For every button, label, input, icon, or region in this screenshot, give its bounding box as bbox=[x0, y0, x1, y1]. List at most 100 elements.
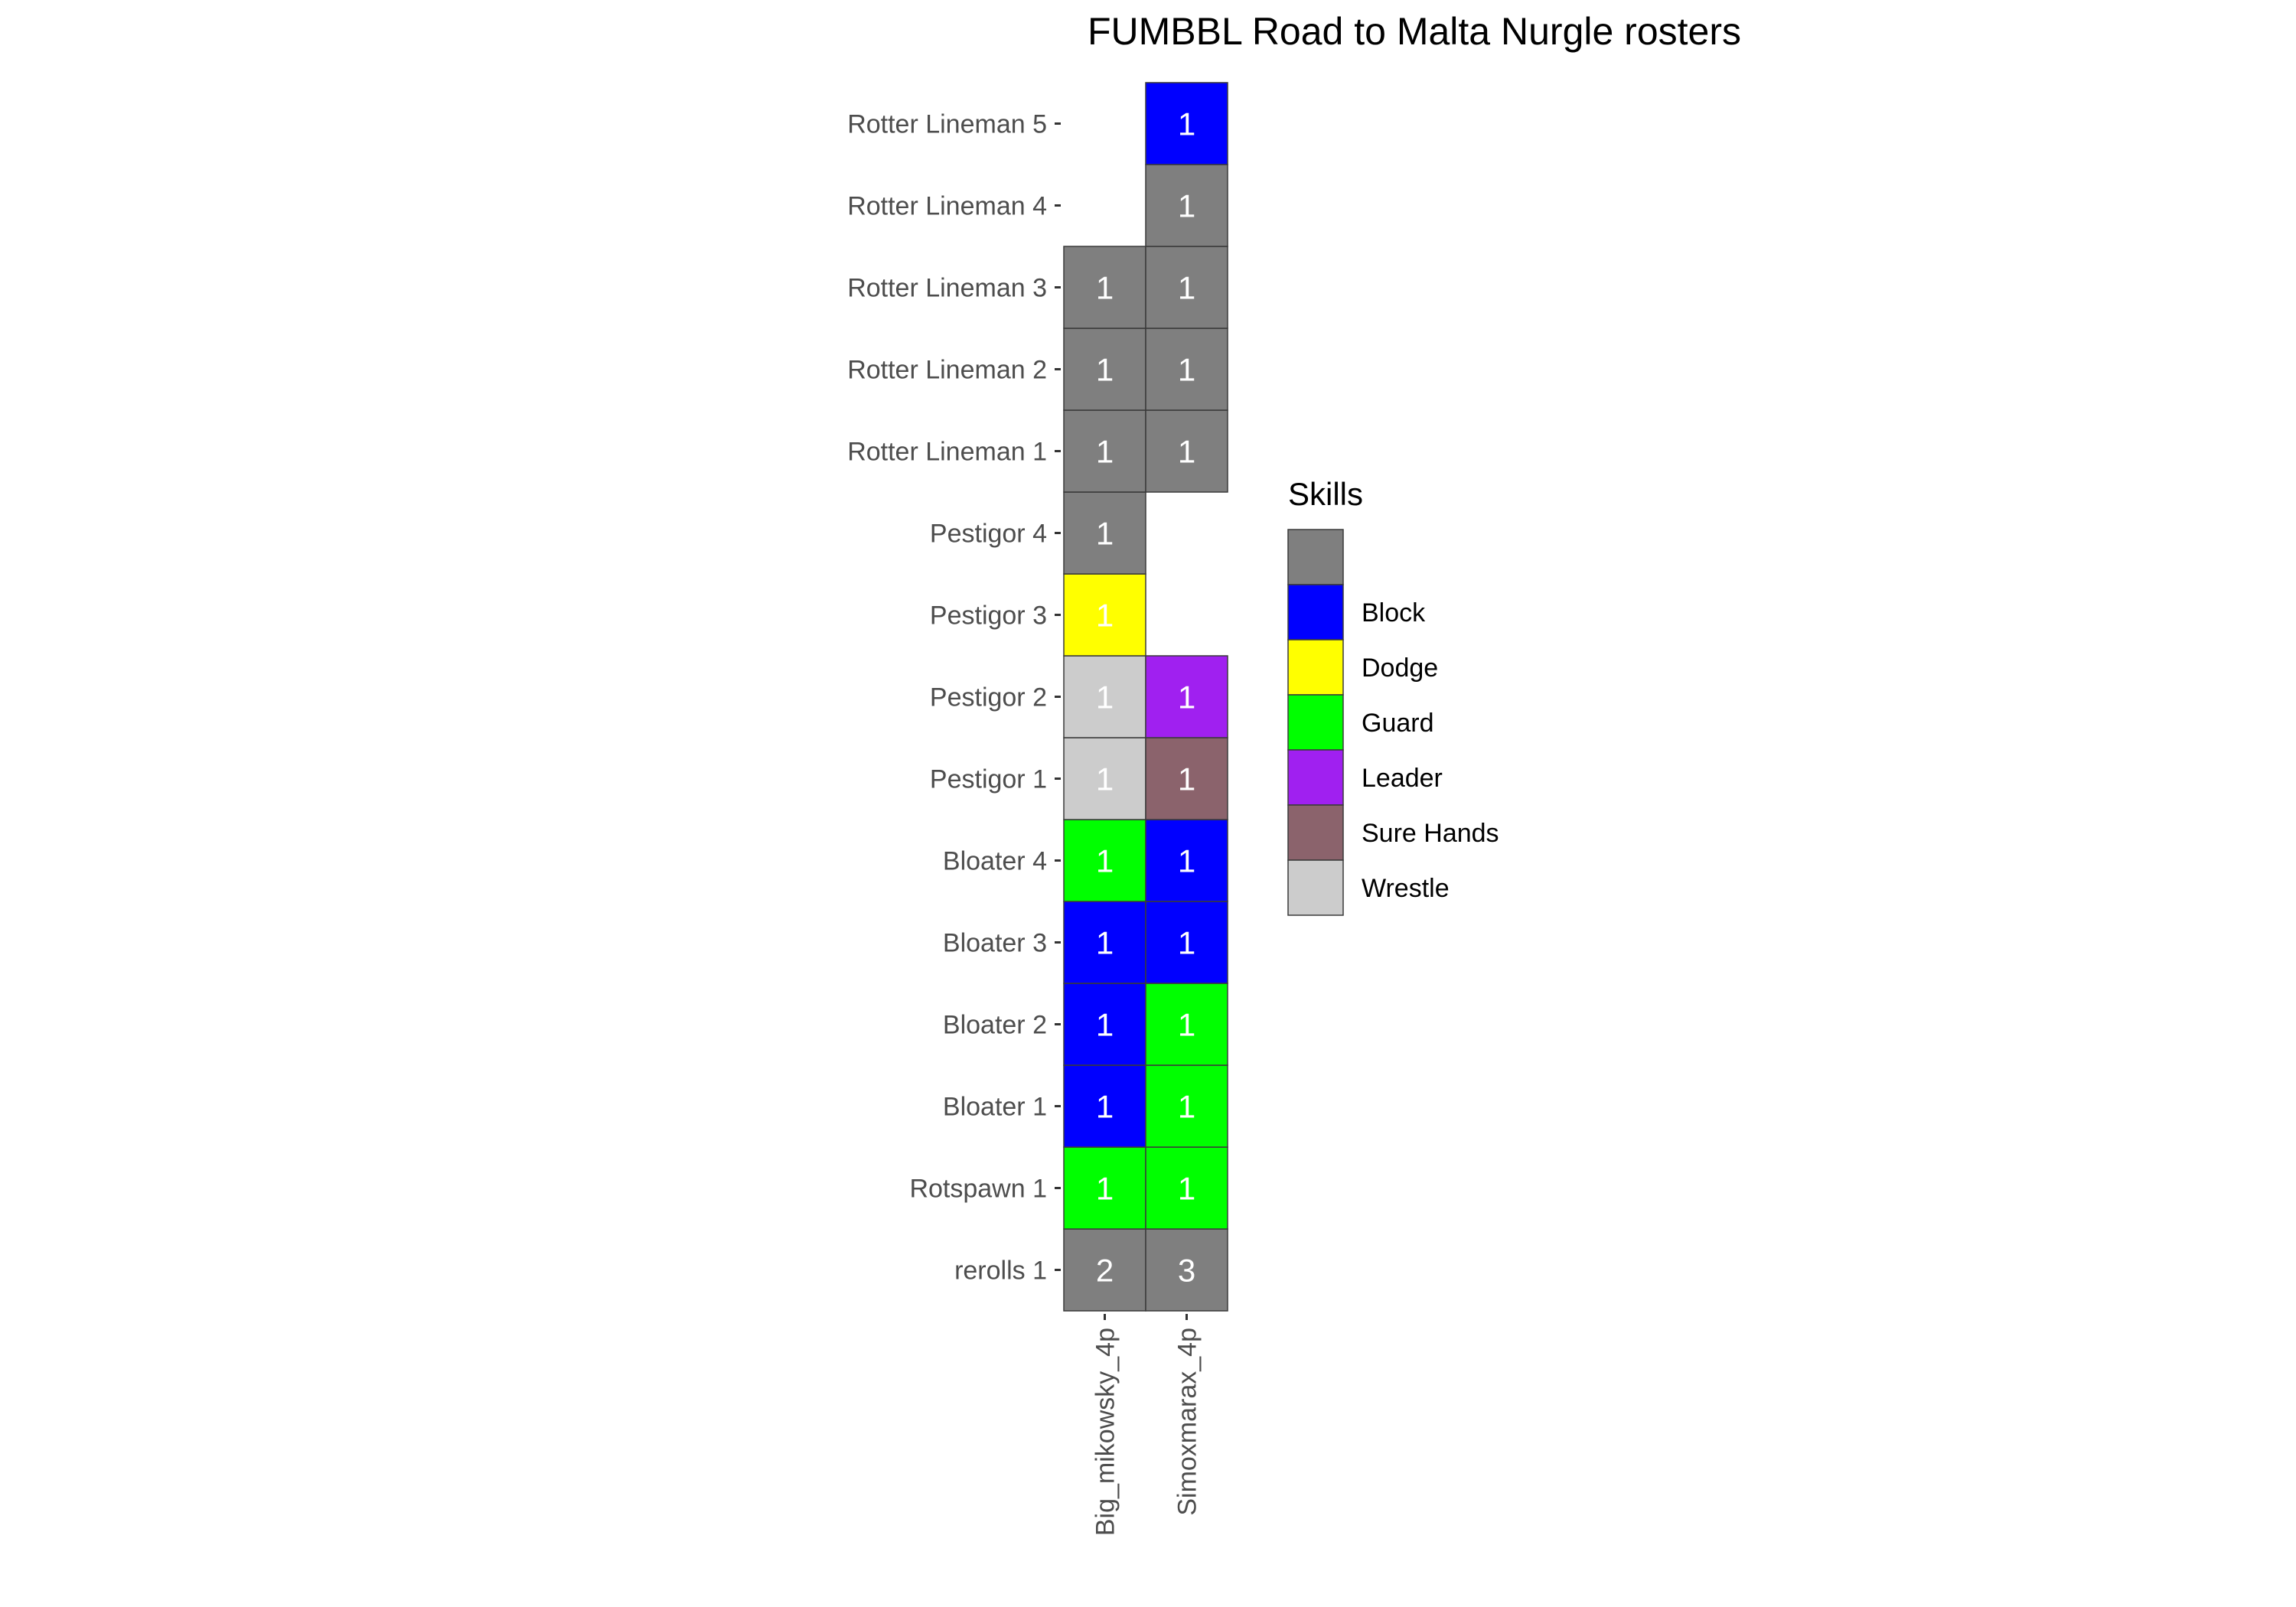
heatmap-cell: 1 bbox=[1063, 983, 1146, 1066]
cell-rect bbox=[1145, 1064, 1228, 1148]
heatmap-cells: 2 1 1 1 1 1 1 1 1 1 1 1 1 3 1 1 1 1 1 1 1 1 1 1 1 1 bbox=[1063, 82, 1228, 1312]
cell-value-label: 1 bbox=[1178, 1089, 1195, 1125]
heatmap-cell: 1 bbox=[1063, 328, 1146, 411]
cell-value-label: 1 bbox=[1096, 352, 1114, 388]
chart-title: FUMBBL Road to Malta Nurgle rosters bbox=[1088, 10, 1741, 53]
cell-value-label: 1 bbox=[1178, 352, 1195, 388]
cell-value-label: 2 bbox=[1096, 1253, 1114, 1289]
heatmap-cell: 1 bbox=[1145, 819, 1228, 902]
y-tick-label-rotter-lineman-3: Rotter Lineman 3 bbox=[847, 274, 1047, 303]
legend-label-block: Block bbox=[1362, 598, 1426, 627]
heatmap-cell: 1 bbox=[1145, 246, 1228, 329]
cell-value-label: 1 bbox=[1096, 598, 1114, 634]
cell-rect bbox=[1063, 328, 1146, 411]
legend: Skills Block Dodge Guard Leader Sure Hands Wr… bbox=[1287, 476, 1499, 916]
y-tick-label-rotter-lineman-5: Rotter Lineman 5 bbox=[847, 110, 1047, 139]
legend-key-wrestle bbox=[1287, 859, 1344, 916]
cell-rect bbox=[1063, 246, 1146, 329]
y-tick-label-bloater-3: Bloater 3 bbox=[943, 929, 1047, 958]
heatmap-cell: 1 bbox=[1063, 1146, 1146, 1230]
heatmap-cell: 1 bbox=[1063, 901, 1146, 984]
x-tick-label-simoxmarax-4p: Simoxmarax_4p bbox=[1173, 1328, 1202, 1516]
heatmap-cell: 1 bbox=[1063, 491, 1146, 575]
heatmap-cell: 2 bbox=[1063, 1228, 1146, 1312]
cell-rect bbox=[1145, 901, 1228, 984]
cell-value-label: 1 bbox=[1178, 843, 1195, 879]
y-tick-label-pestigor-2: Pestigor 2 bbox=[930, 683, 1047, 712]
cell-rect bbox=[1145, 1146, 1228, 1230]
cell-value-label: 1 bbox=[1178, 1171, 1195, 1207]
y-tick-label-bloater-1: Bloater 1 bbox=[943, 1093, 1047, 1122]
cell-rect bbox=[1145, 655, 1228, 738]
heatmap-cell: 1 bbox=[1145, 1064, 1228, 1148]
cell-value-label: 1 bbox=[1178, 106, 1195, 142]
legend-label-dodge: Dodge bbox=[1362, 654, 1438, 683]
heatmap-cell: 1 bbox=[1145, 1146, 1228, 1230]
heatmap-cell: 1 bbox=[1063, 819, 1146, 902]
heatmap-cell: 1 bbox=[1063, 246, 1146, 329]
legend-label-guard: Guard bbox=[1362, 709, 1434, 738]
legend-label-wrestle: Wrestle bbox=[1362, 874, 1450, 903]
cell-value-label: 1 bbox=[1178, 270, 1195, 306]
legend-key-leader bbox=[1287, 749, 1344, 806]
heatmap-cell: 1 bbox=[1063, 1064, 1146, 1148]
cell-rect bbox=[1063, 983, 1146, 1066]
cell-value-label: 1 bbox=[1178, 761, 1195, 797]
legend-key-unnamed bbox=[1287, 529, 1344, 585]
cell-rect bbox=[1063, 573, 1146, 657]
y-tick-label-rotter-lineman-1: Rotter Lineman 1 bbox=[847, 438, 1047, 467]
cell-value-label: 1 bbox=[1178, 188, 1195, 224]
heatmap-cell: 1 bbox=[1063, 573, 1146, 657]
y-tick-label-rerolls-1: rerolls 1 bbox=[954, 1257, 1047, 1286]
cell-rect bbox=[1063, 491, 1146, 575]
legend-label-leader: Leader bbox=[1362, 764, 1443, 793]
heatmap-cell: 1 bbox=[1063, 655, 1146, 738]
cell-value-label: 1 bbox=[1178, 1007, 1195, 1043]
heatmap-cell: 1 bbox=[1145, 737, 1228, 820]
cell-rect bbox=[1063, 737, 1146, 820]
cell-value-label: 1 bbox=[1096, 1171, 1114, 1207]
y-tick-label-pestigor-3: Pestigor 3 bbox=[930, 601, 1047, 631]
cell-rect bbox=[1145, 246, 1228, 329]
cell-value-label: 1 bbox=[1096, 1007, 1114, 1043]
y-tick-label-bloater-2: Bloater 2 bbox=[943, 1011, 1047, 1040]
cell-rect bbox=[1063, 1228, 1146, 1312]
cell-value-label: 1 bbox=[1096, 680, 1114, 715]
heatmap-cell: 1 bbox=[1145, 164, 1228, 247]
cell-value-label: 1 bbox=[1096, 1089, 1114, 1125]
cell-value-label: 1 bbox=[1096, 761, 1114, 797]
heatmap-cell: 1 bbox=[1145, 328, 1228, 411]
cell-value-label: 1 bbox=[1178, 680, 1195, 715]
cell-value-label: 1 bbox=[1096, 270, 1114, 306]
legend-key-dodge bbox=[1287, 639, 1344, 696]
cell-rect bbox=[1063, 655, 1146, 738]
cell-rect bbox=[1145, 82, 1228, 165]
cell-rect bbox=[1063, 819, 1146, 902]
y-tick-label-pestigor-1: Pestigor 1 bbox=[930, 765, 1047, 794]
legend-key-block bbox=[1287, 584, 1344, 641]
heatmap-cell: 1 bbox=[1145, 655, 1228, 738]
cell-rect bbox=[1145, 328, 1228, 411]
y-axis: rerolls 1 Rotspawn 1 Bloater 1 Bloater 2 Blo… bbox=[847, 110, 1061, 1286]
cell-rect bbox=[1145, 737, 1228, 820]
cell-value-label: 1 bbox=[1096, 843, 1114, 879]
heatmap-cell: 1 bbox=[1145, 901, 1228, 984]
legend-title: Skills bbox=[1288, 476, 1363, 512]
y-tick-label-pestigor-4: Pestigor 4 bbox=[930, 520, 1047, 549]
legend-label-sure-hands: Sure Hands bbox=[1362, 819, 1499, 848]
heatmap-cell: 1 bbox=[1063, 409, 1146, 493]
cell-value-label: 1 bbox=[1096, 434, 1114, 470]
cell-value-label: 1 bbox=[1096, 925, 1114, 961]
heatmap-cell: 1 bbox=[1145, 409, 1228, 493]
heatmap-cell: 1 bbox=[1063, 737, 1146, 820]
legend-key-sure-hands bbox=[1287, 804, 1344, 861]
heatmap-cell: 1 bbox=[1145, 82, 1228, 165]
y-tick-label-rotter-lineman-4: Rotter Lineman 4 bbox=[847, 192, 1047, 221]
cell-value-label: 1 bbox=[1178, 434, 1195, 470]
cell-value-label: 3 bbox=[1178, 1253, 1195, 1289]
y-tick-label-bloater-4: Bloater 4 bbox=[943, 847, 1047, 876]
x-tick-label-big-mikowsky-4p: Big_mikowsky_4p bbox=[1091, 1328, 1120, 1536]
legend-key-guard bbox=[1287, 694, 1344, 751]
